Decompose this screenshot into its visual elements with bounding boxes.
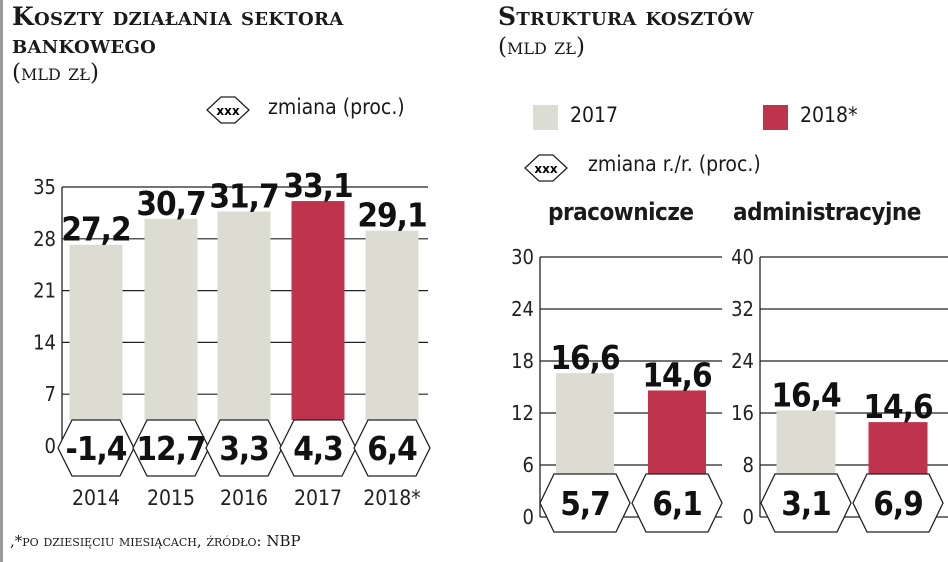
x-category-label: 2017 <box>294 486 342 510</box>
bar-2015 <box>144 218 198 420</box>
y-tick-label: 8 <box>743 453 754 477</box>
left-unit: (mld zł) <box>12 60 99 86</box>
legend-hex-icon <box>524 154 568 182</box>
y-tick-label: 0 <box>45 434 56 458</box>
right-unit: (mld zł) <box>498 34 585 60</box>
bar-value-label: 33,1 <box>283 166 352 205</box>
y-tick-label: 0 <box>743 505 754 529</box>
right-legend-hex-label: zmiana r./r. (proc.) <box>588 152 761 176</box>
bar-2017 <box>291 201 345 420</box>
frame-edge <box>0 0 3 562</box>
bar-value-label: 29,1 <box>357 196 426 235</box>
bar-2014 <box>69 244 123 420</box>
y-tick-label: 30 <box>511 245 534 269</box>
y-tick-label: 40 <box>731 245 754 269</box>
legend-hex-text: xxx <box>534 162 557 176</box>
bar-2017 <box>556 373 614 474</box>
change-label: 6,4 <box>367 429 417 468</box>
left-title-line2: bankowego <box>12 30 157 59</box>
y-tick-label: 32 <box>731 297 754 321</box>
change-hex <box>631 473 723 533</box>
bar-value-label: 16,4 <box>771 375 841 414</box>
change-label: 5,7 <box>560 484 610 523</box>
footnote: ,*po dziesięciu miesiącach, źródło: NBP <box>10 532 301 550</box>
y-tick-label: 24 <box>731 349 754 373</box>
change-hex <box>852 473 944 533</box>
bar-value-label: 27,2 <box>61 210 130 249</box>
x-category-label: 2014 <box>72 486 120 510</box>
left-title-line1: Koszty działania sektora <box>12 2 344 31</box>
legend-hex-icon <box>206 96 250 124</box>
bar-value-label: 14,6 <box>642 355 712 394</box>
change-label: 12,7 <box>136 429 205 468</box>
legend-hex-text: xxx <box>216 104 239 118</box>
bar-value-label: 30,7 <box>136 184 205 223</box>
change-hex <box>539 473 631 533</box>
y-tick-label: 7 <box>45 382 56 406</box>
y-tick-label: 35 <box>33 175 56 199</box>
bar-2018* <box>365 230 419 420</box>
y-tick-label: 0 <box>523 505 534 529</box>
y-tick-label: 6 <box>523 453 534 477</box>
x-category-label: 2018* <box>363 486 421 510</box>
y-tick-label: 28 <box>33 227 56 251</box>
change-hex <box>353 419 431 477</box>
bar-2017 <box>776 410 836 474</box>
y-tick-label: 18 <box>511 349 534 373</box>
legend-label-2017: 2017 <box>570 103 619 127</box>
change-label: 3,1 <box>781 484 831 523</box>
y-tick-label: 12 <box>511 401 534 425</box>
bar-2016 <box>217 211 271 420</box>
bar-2018* <box>648 390 706 474</box>
change-label: 4,3 <box>293 429 343 468</box>
subchart-title-pracownicze: pracownicze <box>548 198 694 226</box>
y-tick-label: 14 <box>33 330 56 354</box>
bar-value-label: 16,6 <box>550 338 620 377</box>
change-hex <box>760 473 852 533</box>
right-title: Struktura kosztów <box>498 2 754 31</box>
change-label: 6,1 <box>652 484 702 523</box>
change-label: 6,9 <box>873 484 923 523</box>
y-tick-label: 21 <box>33 279 56 303</box>
bar-value-label: 31,7 <box>209 176 278 215</box>
legend-swatch-2017 <box>533 105 558 130</box>
change-label: 3,3 <box>219 429 269 468</box>
y-tick-label: 16 <box>731 401 754 425</box>
x-category-label: 2016 <box>220 486 268 510</box>
x-category-label: 2015 <box>147 486 195 510</box>
bar-2018* <box>868 422 928 474</box>
change-label: -1,4 <box>66 429 127 468</box>
subchart-title-administracyjne: administracyjne <box>733 198 921 226</box>
bar-value-label: 14,6 <box>863 387 933 426</box>
legend-swatch-2018 <box>763 105 788 130</box>
y-tick-label: 24 <box>511 297 534 321</box>
left-legend-label: zmiana (proc.) <box>268 95 405 119</box>
legend-label-2018: 2018* <box>800 103 858 127</box>
